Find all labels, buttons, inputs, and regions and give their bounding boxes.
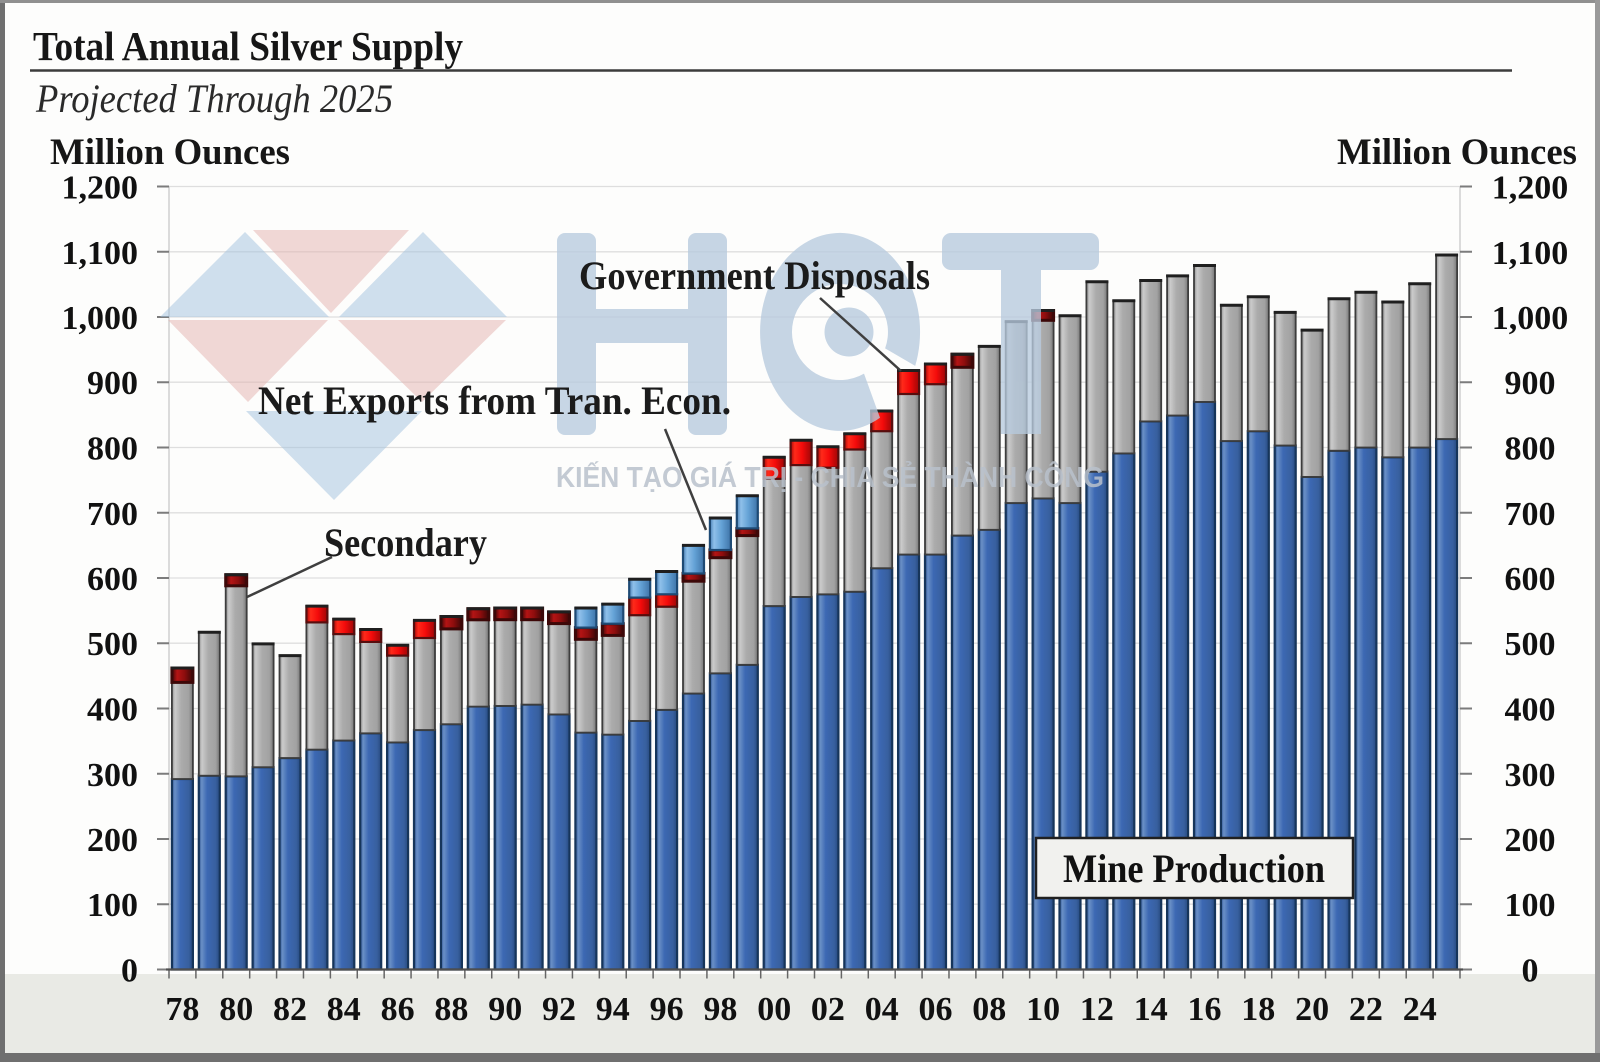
- svg-text:92: 92: [542, 991, 576, 1028]
- svg-text:12: 12: [1080, 991, 1114, 1028]
- svg-text:700: 700: [87, 496, 138, 533]
- svg-text:0: 0: [1522, 953, 1539, 990]
- svg-text:88: 88: [434, 991, 468, 1028]
- svg-text:800: 800: [1505, 431, 1556, 468]
- svg-text:24: 24: [1403, 991, 1437, 1028]
- svg-text:900: 900: [1505, 365, 1556, 402]
- svg-text:Government Disposals: Government Disposals: [579, 253, 930, 298]
- svg-text:98: 98: [703, 991, 737, 1028]
- svg-text:600: 600: [1505, 561, 1556, 598]
- svg-text:86: 86: [381, 991, 415, 1028]
- svg-text:1,200: 1,200: [1492, 170, 1569, 207]
- svg-text:400: 400: [87, 692, 138, 729]
- svg-text:1,000: 1,000: [1492, 300, 1569, 337]
- svg-text:18: 18: [1241, 991, 1275, 1028]
- svg-text:22: 22: [1349, 991, 1383, 1028]
- svg-text:1,200: 1,200: [62, 170, 139, 207]
- svg-text:300: 300: [87, 757, 138, 794]
- svg-text:500: 500: [1505, 626, 1556, 663]
- svg-text:300: 300: [1505, 757, 1556, 794]
- svg-text:600: 600: [87, 561, 138, 598]
- svg-text:100: 100: [1505, 887, 1556, 924]
- svg-text:700: 700: [1505, 496, 1556, 533]
- svg-text:200: 200: [1505, 822, 1556, 859]
- svg-text:Total Annual Silver Supply: Total Annual Silver Supply: [33, 23, 463, 69]
- svg-text:20: 20: [1295, 991, 1329, 1028]
- svg-text:Million Ounces: Million Ounces: [50, 132, 290, 173]
- svg-text:KIẾN TẠO GIÁ TRỊ - CHIA SẺ THÀ: KIẾN TẠO GIÁ TRỊ - CHIA SẺ THÀNH CÔNG: [556, 460, 1104, 494]
- svg-text:800: 800: [87, 431, 138, 468]
- svg-text:Secondary: Secondary: [324, 520, 487, 565]
- svg-text:Projected Through 2025: Projected Through 2025: [35, 76, 393, 121]
- svg-text:14: 14: [1134, 991, 1168, 1028]
- svg-text:80: 80: [219, 991, 253, 1028]
- svg-text:Mine Production: Mine Production: [1063, 846, 1325, 891]
- svg-text:1,100: 1,100: [62, 235, 139, 272]
- svg-text:200: 200: [87, 822, 138, 859]
- svg-text:900: 900: [87, 365, 138, 402]
- svg-text:10: 10: [1026, 991, 1060, 1028]
- svg-text:Million Ounces: Million Ounces: [1337, 132, 1577, 173]
- svg-text:96: 96: [650, 991, 684, 1028]
- svg-text:1,100: 1,100: [1492, 235, 1569, 272]
- svg-text:0: 0: [121, 953, 138, 990]
- svg-text:Net Exports from Tran. Econ.: Net Exports from Tran. Econ.: [258, 378, 731, 423]
- svg-text:100: 100: [87, 887, 138, 924]
- svg-text:90: 90: [488, 991, 522, 1028]
- svg-text:84: 84: [327, 991, 361, 1028]
- svg-text:82: 82: [273, 991, 307, 1028]
- svg-text:08: 08: [972, 991, 1006, 1028]
- svg-text:1,000: 1,000: [62, 300, 139, 337]
- svg-text:78: 78: [165, 991, 199, 1028]
- svg-text:06: 06: [919, 991, 953, 1028]
- svg-text:16: 16: [1188, 991, 1222, 1028]
- svg-text:04: 04: [865, 991, 899, 1028]
- svg-text:00: 00: [757, 991, 791, 1028]
- svg-text:400: 400: [1505, 692, 1556, 729]
- svg-text:02: 02: [811, 991, 845, 1028]
- svg-text:94: 94: [596, 991, 630, 1028]
- svg-text:500: 500: [87, 626, 138, 663]
